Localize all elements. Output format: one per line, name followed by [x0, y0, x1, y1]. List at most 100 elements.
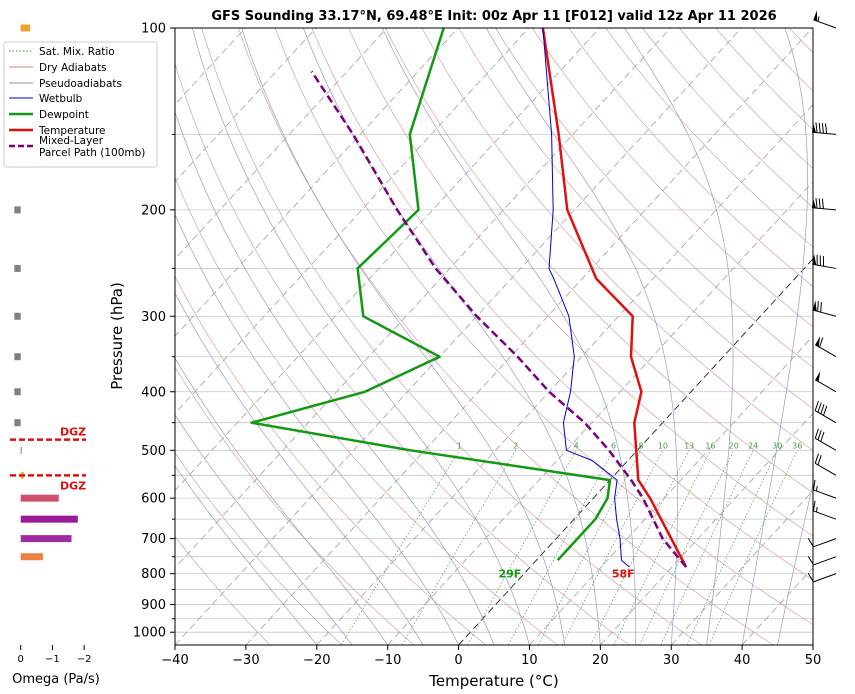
- isotherm-line: [175, 28, 317, 183]
- isotherm-line: [175, 28, 671, 569]
- profile-series: [250, 28, 688, 568]
- pseudoadiabat-line: [175, 213, 459, 645]
- legend: Sat. Mix. Ratio Dry Adiabats Pseudoadiabat…: [3, 41, 158, 168]
- y-tick-label: 500: [141, 444, 166, 459]
- mixing-ratio-line: [467, 450, 577, 645]
- mixing-ratio-line: [590, 450, 690, 645]
- mixing-ratio-label: 30: [772, 441, 782, 450]
- wind-barb: [812, 197, 837, 211]
- mixing-ratio-line: [686, 450, 778, 645]
- chart-title: GFS Sounding 33.17°N, 69.48°E Init: 00z …: [211, 9, 776, 24]
- dry-adiabat-line: [311, 28, 813, 581]
- dry-adiabat-line: [348, 28, 813, 537]
- wind-barb: [807, 572, 837, 583]
- legend-label: Wetbulb: [39, 93, 83, 105]
- y-tick-label: 200: [141, 203, 166, 218]
- wind-barb: [812, 254, 837, 269]
- mixing-ratio-label: 36: [792, 441, 802, 450]
- dry-adiabat-line: [458, 28, 813, 410]
- legend-label: Pseudoadiabats: [39, 78, 122, 90]
- mixing-ratio-label: 6: [611, 441, 616, 450]
- dry-adiabat-line: [715, 28, 813, 131]
- omega-bar: [20, 446, 22, 454]
- mixing-ratio-line: [660, 450, 754, 645]
- isotherm-line: [741, 567, 813, 645]
- dry-adiabat-line: [201, 28, 702, 645]
- pseudoadiabat-line: [175, 357, 388, 645]
- omega-bar: [14, 312, 21, 320]
- pseudoadiabat-line: [381, 28, 637, 645]
- mixing-ratio-line: [401, 450, 517, 645]
- mixing-ratio-label: 24: [748, 441, 758, 450]
- mixing-ratio-line: [340, 450, 460, 645]
- legend-label: Dewpoint: [39, 109, 89, 121]
- mixing-ratio-label: 8: [638, 441, 643, 450]
- x-tick-label: 10: [521, 653, 538, 668]
- omega-bar: [14, 388, 21, 396]
- dry-adiabat-line: [495, 28, 813, 368]
- dry-adiabat-line: [605, 28, 813, 248]
- y-tick-label: 900: [141, 598, 166, 613]
- omega-bar: [20, 24, 31, 32]
- dry-adiabat-line: [531, 28, 813, 328]
- x-tick-label: −20: [303, 653, 330, 668]
- dry-adiabat-line: [274, 28, 813, 626]
- mixing-ratio-line: [639, 450, 735, 645]
- y-tick-label: 800: [141, 567, 166, 582]
- isotherm-line: [175, 28, 530, 414]
- x-tick-label: −40: [161, 653, 188, 668]
- wind-barb: [812, 122, 837, 135]
- dry-adiabat-line: [421, 28, 813, 451]
- wind-barb: [814, 453, 837, 476]
- omega-tick-label: 0: [18, 654, 24, 665]
- legend-label: Mixed-Layer Parcel Path (100mb): [39, 135, 145, 159]
- dry-adiabat-line: [826, 28, 855, 645]
- legend-label: Dry Adiabats: [39, 62, 107, 74]
- y-tick-label: 600: [141, 492, 166, 507]
- omega-tick-label: −2: [77, 654, 92, 665]
- mixing-ratio-label: 1: [457, 441, 462, 450]
- plot-frame: [174, 27, 814, 646]
- mixing-ratio-line: [561, 450, 664, 645]
- wind-barbs: [807, 10, 837, 583]
- wind-barb: [807, 537, 837, 548]
- x-tick-label: −30: [232, 653, 259, 668]
- omega-bar: [14, 419, 21, 427]
- isotherm-line: [245, 28, 813, 645]
- dry-adiabat-line: [678, 28, 813, 169]
- mixing-ratio-label: 2: [513, 441, 518, 450]
- dry-adiabat-line: [384, 28, 813, 494]
- x-tick-label: 50: [805, 653, 822, 668]
- dry-adiabat-line: [175, 176, 558, 645]
- dgz-label: DGZ: [60, 479, 86, 492]
- wind-barb: [807, 555, 837, 566]
- pseudoadiabat-line: [175, 292, 424, 645]
- isotherm-line: [175, 28, 742, 645]
- y-tick-label: 300: [141, 310, 166, 325]
- omega-bar: [20, 535, 72, 543]
- x-tick-label: −10: [374, 653, 401, 668]
- mixing-ratio-label: 16: [705, 441, 715, 450]
- isotherm-line: [812, 644, 813, 645]
- background-lines: [175, 28, 855, 645]
- omega-bar: [20, 515, 78, 523]
- mixing-ratio-label: 4: [574, 441, 579, 450]
- x-tick-label: 20: [592, 653, 609, 668]
- pseudoadiabat-line: [302, 28, 601, 645]
- series-line-2: [542, 28, 630, 568]
- surface-label: 29F: [498, 568, 521, 581]
- x-tick-label: 40: [734, 653, 751, 668]
- x-axis-ticks: −40 −30 −20 −10 0 10 20 30 40 50: [161, 645, 821, 668]
- dry-adiabat-line: [238, 28, 774, 645]
- omega-panel: DGZ DGZ 0 −1 −2: [10, 24, 92, 665]
- pseudoadiabat-line: [485, 28, 678, 645]
- pseudoadiabat-line: [241, 28, 566, 645]
- omega-bar: [14, 264, 21, 272]
- y-tick-label: 1000: [133, 626, 166, 641]
- x-tick-label: 30: [663, 653, 680, 668]
- wind-barb: [814, 400, 837, 424]
- series-line-0: [541, 28, 688, 568]
- isotherm-line: [316, 103, 813, 645]
- x-axis-label: Temperature (°C): [428, 672, 558, 690]
